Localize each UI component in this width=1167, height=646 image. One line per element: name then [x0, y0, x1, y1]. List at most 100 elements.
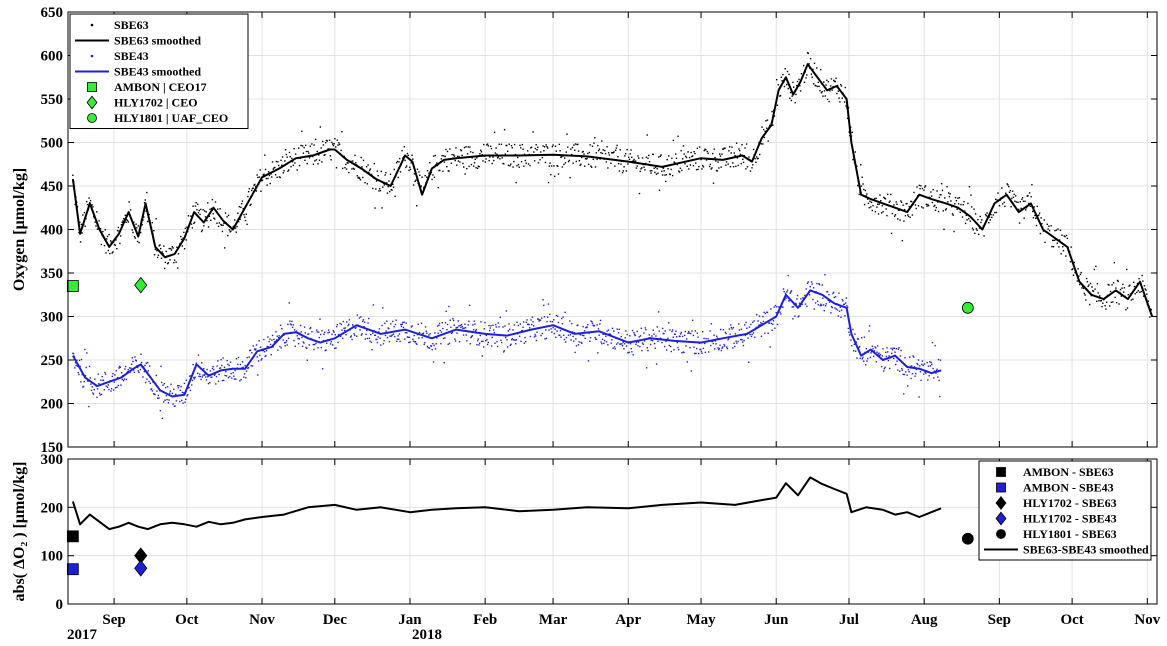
- raw-data-point: [376, 170, 379, 172]
- raw-data-point: [1094, 288, 1096, 290]
- raw-data-point: [120, 372, 123, 374]
- raw-data-point: [604, 152, 607, 155]
- raw-data-point: [325, 139, 328, 142]
- raw-data-point: [574, 143, 577, 145]
- raw-data-point: [555, 314, 558, 317]
- raw-data-point: [844, 86, 847, 89]
- raw-data-point: [531, 316, 534, 318]
- raw-data-point: [814, 84, 816, 87]
- raw-data-point: [748, 361, 750, 363]
- raw-data-point: [559, 334, 561, 337]
- raw-data-point: [1072, 268, 1074, 270]
- raw-data-point: [677, 348, 680, 351]
- raw-data-point: [158, 245, 160, 247]
- raw-data-point: [556, 330, 558, 332]
- raw-data-point: [304, 144, 307, 147]
- raw-data-point: [163, 382, 166, 385]
- raw-data-point: [563, 338, 566, 341]
- raw-data-point: [779, 95, 781, 97]
- raw-data-point: [400, 323, 402, 326]
- legend-label: AMBON | CEO17: [114, 80, 207, 94]
- raw-data-point: [623, 348, 625, 350]
- raw-data-point: [951, 213, 954, 215]
- raw-data-point: [598, 148, 601, 150]
- raw-data-point: [323, 154, 325, 157]
- raw-data-point: [356, 314, 359, 316]
- raw-data-point: [536, 331, 538, 333]
- raw-data-point: [797, 316, 799, 318]
- raw-data-point: [511, 338, 514, 340]
- raw-data-point: [605, 335, 607, 338]
- raw-data-point: [311, 143, 313, 145]
- raw-data-point: [540, 151, 542, 153]
- raw-data-point: [384, 334, 387, 337]
- raw-data-point: [599, 319, 602, 322]
- raw-data-point: [741, 339, 743, 341]
- raw-data-point: [404, 331, 407, 334]
- raw-data-point: [148, 213, 150, 216]
- raw-data-point: [847, 327, 850, 330]
- raw-data-point: [697, 168, 699, 171]
- raw-data-point: [926, 362, 928, 364]
- raw-data-point: [267, 177, 269, 180]
- raw-data-point: [220, 224, 223, 226]
- raw-data-point: [460, 149, 463, 152]
- raw-data-point: [779, 311, 781, 313]
- raw-data-point: [335, 325, 338, 328]
- raw-data-point: [131, 229, 133, 231]
- raw-data-point: [497, 156, 500, 158]
- raw-data-point: [778, 306, 780, 308]
- raw-data-point: [395, 319, 397, 321]
- raw-data-point: [169, 259, 171, 261]
- raw-data-point: [341, 131, 343, 133]
- raw-data-point: [544, 338, 546, 340]
- legend-label: HLY1801 - SBE63: [1023, 527, 1117, 541]
- raw-data-point: [917, 205, 920, 207]
- raw-data-point: [413, 334, 415, 337]
- raw-data-point: [516, 156, 519, 159]
- raw-data-point: [699, 348, 702, 351]
- raw-data-point: [1150, 309, 1153, 311]
- raw-data-point: [751, 167, 753, 169]
- raw-data-point: [308, 152, 310, 154]
- raw-data-point: [601, 152, 604, 155]
- raw-data-point: [934, 344, 936, 347]
- raw-data-point: [729, 166, 732, 168]
- raw-data-point: [378, 188, 381, 190]
- raw-data-point: [376, 338, 378, 341]
- raw-data-point: [1064, 235, 1066, 238]
- raw-data-point: [640, 327, 642, 330]
- raw-data-point: [163, 267, 166, 270]
- raw-data-point: [303, 342, 305, 344]
- raw-data-point: [641, 157, 644, 159]
- raw-data-point: [791, 306, 793, 308]
- raw-data-point: [396, 160, 399, 163]
- raw-data-point: [103, 389, 105, 391]
- raw-data-point: [125, 378, 127, 381]
- raw-data-point: [947, 192, 950, 194]
- raw-data-point: [900, 349, 902, 352]
- raw-data-point: [379, 337, 381, 340]
- raw-data-point: [885, 355, 888, 358]
- raw-data-point: [790, 290, 793, 292]
- raw-data-point: [122, 220, 124, 222]
- raw-data-point: [970, 194, 972, 196]
- raw-data-point: [1062, 249, 1065, 252]
- raw-data-point: [511, 147, 513, 149]
- raw-data-point: [396, 340, 398, 342]
- raw-data-point: [284, 149, 287, 151]
- raw-data-point: [184, 227, 187, 230]
- raw-data-point: [676, 341, 679, 344]
- raw-data-point: [937, 210, 940, 213]
- raw-data-point: [752, 164, 754, 166]
- raw-data-point: [1136, 291, 1138, 294]
- raw-data-point: [896, 360, 898, 362]
- raw-data-point: [307, 150, 309, 153]
- raw-data-point: [577, 143, 579, 146]
- legend-label: SBE63: [114, 18, 149, 32]
- raw-data-point: [455, 326, 457, 329]
- raw-data-point: [453, 155, 456, 157]
- raw-data-point: [740, 338, 742, 341]
- raw-data-point: [967, 202, 969, 205]
- raw-data-point: [126, 219, 129, 222]
